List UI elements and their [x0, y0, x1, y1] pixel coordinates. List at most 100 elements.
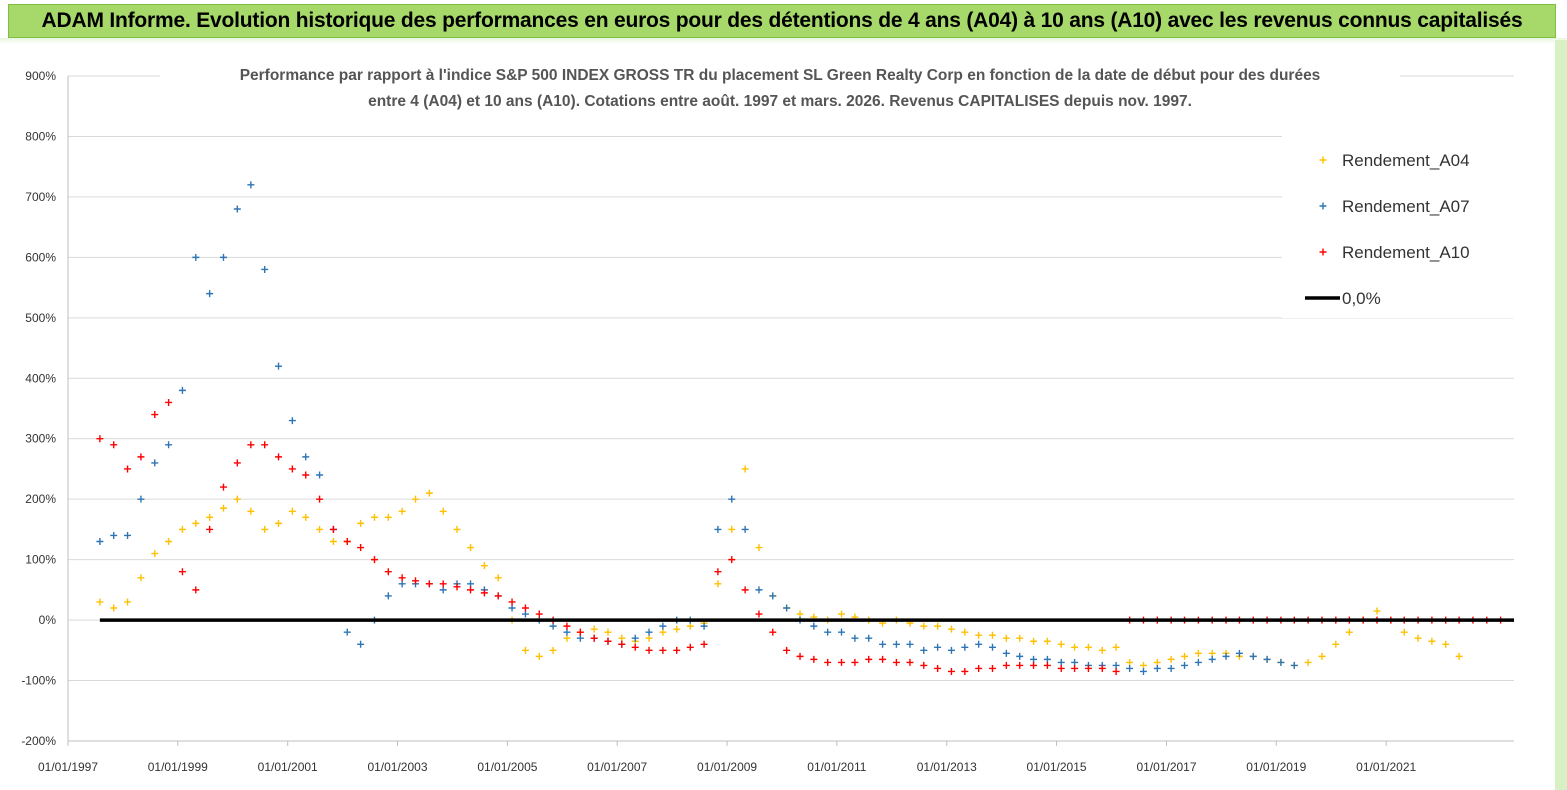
data-point-rendement-a04: [796, 610, 804, 618]
x-tick-label: 01/01/1999: [148, 760, 208, 774]
chart-title: Performance par rapport à l'indice S&P 5…: [160, 60, 1400, 114]
data-point-rendement-a07: [343, 628, 351, 636]
data-point-rendement-a04: [1016, 634, 1024, 642]
data-point-rendement-a07: [1002, 649, 1010, 657]
data-point-rendement-a07: [219, 253, 227, 261]
data-point-rendement-a10: [535, 610, 543, 618]
legend-label: 0,0%: [1342, 289, 1381, 308]
data-point-rendement-a10: [879, 655, 887, 663]
data-point-rendement-a10: [494, 592, 502, 600]
data-point-rendement-a10: [124, 465, 132, 473]
data-point-rendement-a07: [1071, 658, 1079, 666]
data-point-rendement-a04: [549, 646, 557, 654]
data-point-rendement-a07: [879, 640, 887, 648]
y-tick-label: -200%: [21, 734, 56, 748]
y-tick-label: 800%: [25, 129, 56, 143]
data-point-rendement-a04: [1030, 637, 1038, 645]
data-point-rendement-a10: [700, 640, 708, 648]
data-point-rendement-a04: [357, 519, 365, 527]
x-tick-label: 01/01/2001: [258, 760, 318, 774]
data-point-rendement-a10: [151, 411, 159, 419]
data-point-rendement-a07: [1057, 658, 1065, 666]
data-point-rendement-a04: [975, 631, 983, 639]
report-banner: ADAM Informe. Evolution historique des p…: [8, 4, 1556, 38]
data-point-rendement-a07: [975, 640, 983, 648]
chart-title-line-2: entre 4 (A04) et 10 ans (A10). Cotations…: [368, 93, 1192, 110]
data-point-rendement-a07: [1181, 661, 1189, 669]
x-tick-label: 01/01/2007: [587, 760, 647, 774]
data-point-rendement-a10: [1030, 661, 1038, 669]
legend-label: Rendement_A04: [1342, 151, 1470, 170]
data-point-rendement-a04: [275, 519, 283, 527]
data-point-rendement-a10: [920, 661, 928, 669]
data-point-rendement-a10: [947, 667, 955, 675]
data-point-rendement-a10: [645, 646, 653, 654]
data-point-rendement-a10: [961, 667, 969, 675]
data-point-rendement-a07: [645, 628, 653, 636]
data-point-rendement-a07: [714, 525, 722, 533]
data-point-rendement-a07: [1016, 652, 1024, 660]
data-point-rendement-a04: [219, 504, 227, 512]
data-point-rendement-a07: [741, 525, 749, 533]
data-point-rendement-a07: [288, 417, 296, 425]
data-point-rendement-a10: [659, 646, 667, 654]
data-point-rendement-a04: [1428, 637, 1436, 645]
data-point-rendement-a04: [206, 513, 214, 521]
data-point-rendement-a07: [1235, 649, 1243, 657]
data-point-rendement-a04: [412, 495, 420, 503]
data-point-rendement-a07: [947, 646, 955, 654]
data-point-rendement-a10: [412, 577, 420, 585]
data-point-rendement-a07: [1290, 661, 1298, 669]
data-point-rendement-a04: [1304, 658, 1312, 666]
data-point-rendement-a04: [1442, 640, 1450, 648]
data-point-rendement-a07: [563, 628, 571, 636]
x-tick-label: 01/01/2021: [1356, 760, 1416, 774]
data-point-rendement-a04: [480, 562, 488, 570]
data-point-rendement-a10: [865, 655, 873, 663]
data-point-rendement-a04: [165, 538, 173, 545]
data-point-rendement-a04: [96, 598, 104, 606]
data-point-rendement-a07: [576, 634, 584, 642]
data-point-rendement-a10: [233, 459, 241, 467]
data-point-rendement-a04: [261, 525, 269, 533]
data-point-rendement-a04: [1071, 643, 1079, 651]
y-tick-label: 900%: [25, 69, 56, 83]
data-point-rendement-a04: [453, 525, 461, 533]
data-point-rendement-a10: [439, 580, 447, 588]
data-point-rendement-a04: [961, 628, 969, 636]
data-point-rendement-a10: [631, 643, 639, 651]
data-point-rendement-a07: [1139, 667, 1147, 675]
data-point-rendement-a10: [576, 628, 584, 636]
data-point-rendement-a10: [934, 664, 942, 672]
data-point-rendement-a07: [1194, 658, 1202, 666]
data-point-rendement-a04: [1057, 640, 1065, 648]
data-point-rendement-a10: [1071, 664, 1079, 672]
data-point-rendement-a04: [1332, 640, 1340, 648]
data-point-rendement-a07: [906, 640, 914, 648]
data-point-rendement-a04: [1400, 628, 1408, 636]
x-tick-label: 01/01/2005: [477, 760, 537, 774]
data-point-rendement-a07: [275, 362, 283, 370]
data-point-rendement-a04: [741, 465, 749, 473]
data-point-rendement-a04: [151, 550, 159, 558]
data-point-rendement-a04: [1153, 658, 1161, 666]
y-tick-label: 300%: [25, 432, 56, 446]
data-point-rendement-a07: [247, 181, 255, 189]
data-point-rendement-a04: [838, 610, 846, 618]
data-point-rendement-a04: [398, 507, 406, 515]
data-point-rendement-a04: [618, 634, 626, 642]
data-point-rendement-a04: [755, 544, 763, 552]
data-point-rendement-a04: [535, 652, 543, 660]
data-point-rendement-a07: [783, 604, 791, 612]
data-point-rendement-a07: [192, 253, 200, 261]
data-point-rendement-a04: [1098, 646, 1106, 654]
data-point-rendement-a10: [810, 655, 818, 663]
data-point-rendement-a04: [673, 625, 681, 633]
y-tick-label: -100%: [21, 674, 56, 688]
data-point-rendement-a10: [851, 658, 859, 666]
data-point-rendement-a10: [467, 586, 475, 594]
data-point-rendement-a04: [329, 538, 337, 545]
data-point-rendement-a07: [233, 205, 241, 213]
data-point-rendement-a07: [838, 628, 846, 636]
